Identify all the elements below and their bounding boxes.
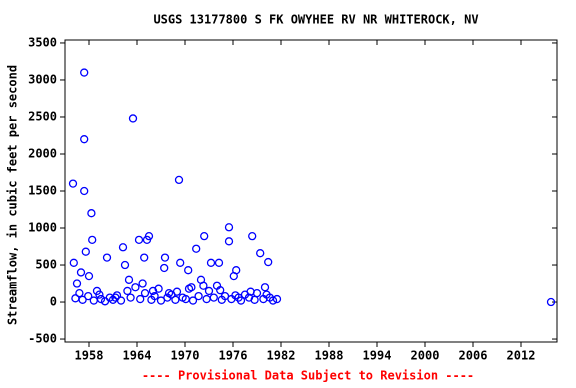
data-point bbox=[164, 288, 174, 298]
data-point bbox=[148, 286, 158, 296]
data-point bbox=[260, 283, 270, 292]
data-point bbox=[69, 258, 78, 267]
data-point bbox=[80, 135, 89, 144]
data-point bbox=[268, 296, 278, 305]
data-point bbox=[72, 279, 82, 288]
data-point bbox=[200, 232, 209, 241]
data-point bbox=[138, 279, 147, 288]
y-tick-label: 500 bbox=[35, 258, 57, 272]
x-tick-label: 1958 bbox=[75, 349, 104, 363]
data-point bbox=[112, 291, 122, 300]
data-point bbox=[136, 294, 145, 304]
data-point bbox=[171, 295, 180, 304]
x-tick-label: 1994 bbox=[363, 349, 392, 363]
data-point bbox=[236, 296, 246, 305]
footer-note: ---- Provisional Data Subject to Revisio… bbox=[142, 369, 474, 383]
y-tick-label: 3000 bbox=[28, 72, 57, 86]
data-point bbox=[124, 275, 134, 284]
data-point bbox=[216, 286, 225, 295]
data-point bbox=[206, 258, 216, 267]
data-point bbox=[126, 293, 135, 302]
x-tick-label: 1982 bbox=[267, 349, 296, 363]
x-tick-label: 1976 bbox=[219, 349, 248, 363]
data-point bbox=[134, 235, 144, 245]
data-point bbox=[68, 179, 78, 188]
data-point bbox=[224, 237, 234, 246]
chart-title: USGS 13177800 S FK OWYHEE RV NR WHITEROC… bbox=[153, 13, 478, 27]
data-point bbox=[102, 253, 112, 262]
data-point bbox=[229, 271, 238, 281]
data-point bbox=[246, 287, 255, 296]
data-point bbox=[118, 243, 128, 252]
data-point bbox=[224, 223, 234, 232]
data-point bbox=[231, 291, 240, 300]
data-point bbox=[160, 253, 170, 262]
data-point bbox=[128, 114, 138, 123]
data-point bbox=[184, 284, 194, 293]
y-tick-label: -500 bbox=[28, 332, 57, 346]
data-point bbox=[88, 235, 97, 245]
y-tick-label: 2000 bbox=[28, 146, 57, 160]
data-point bbox=[248, 232, 257, 241]
data-point bbox=[120, 260, 130, 270]
data-point bbox=[150, 291, 159, 301]
data-point bbox=[199, 281, 208, 290]
data-point bbox=[131, 283, 140, 292]
data-point bbox=[87, 209, 96, 218]
data-point bbox=[204, 286, 214, 296]
data-point bbox=[194, 291, 203, 301]
data-point bbox=[192, 244, 201, 253]
data-point bbox=[89, 296, 98, 305]
data-point bbox=[76, 268, 86, 277]
data-point bbox=[123, 286, 132, 296]
data-point bbox=[546, 297, 556, 307]
data-point bbox=[84, 291, 93, 301]
data-point bbox=[202, 294, 211, 304]
data-point bbox=[81, 247, 90, 256]
data-point bbox=[256, 249, 265, 258]
y-tick-label: 1500 bbox=[28, 184, 57, 198]
x-tick-label: 2012 bbox=[507, 349, 536, 363]
data-point bbox=[96, 294, 106, 304]
data-point bbox=[264, 257, 273, 267]
data-point bbox=[188, 296, 198, 305]
data-point bbox=[209, 293, 218, 302]
y-tick-label: 1000 bbox=[28, 221, 57, 235]
data-point bbox=[75, 288, 84, 298]
data-point bbox=[272, 294, 282, 304]
x-tick-label: 1964 bbox=[123, 349, 152, 363]
data-point bbox=[140, 288, 150, 298]
y-tick-label: 2500 bbox=[28, 109, 57, 123]
x-tick-label: 2000 bbox=[411, 349, 440, 363]
y-tick-label: 3500 bbox=[28, 35, 57, 49]
data-point bbox=[80, 186, 89, 196]
y-axis-label: Streamflow, in cubic feet per second bbox=[6, 65, 20, 325]
x-tick-label: 1970 bbox=[171, 349, 200, 363]
data-point bbox=[140, 253, 149, 262]
data-point bbox=[174, 175, 184, 185]
data-point bbox=[80, 68, 89, 77]
x-tick-label: 2006 bbox=[459, 349, 488, 363]
data-point bbox=[214, 258, 224, 267]
data-point bbox=[111, 293, 120, 302]
data-point bbox=[176, 258, 185, 267]
y-tick-label: 0 bbox=[50, 295, 57, 309]
data-point bbox=[95, 290, 104, 299]
data-point bbox=[172, 287, 182, 296]
data-point bbox=[184, 266, 193, 275]
data-point bbox=[160, 263, 169, 273]
data-point bbox=[84, 271, 94, 281]
data-point bbox=[78, 295, 87, 304]
data-point bbox=[142, 235, 152, 245]
plot-frame bbox=[64, 39, 558, 343]
x-tick-label: 1988 bbox=[315, 349, 344, 363]
data-point bbox=[262, 290, 271, 299]
